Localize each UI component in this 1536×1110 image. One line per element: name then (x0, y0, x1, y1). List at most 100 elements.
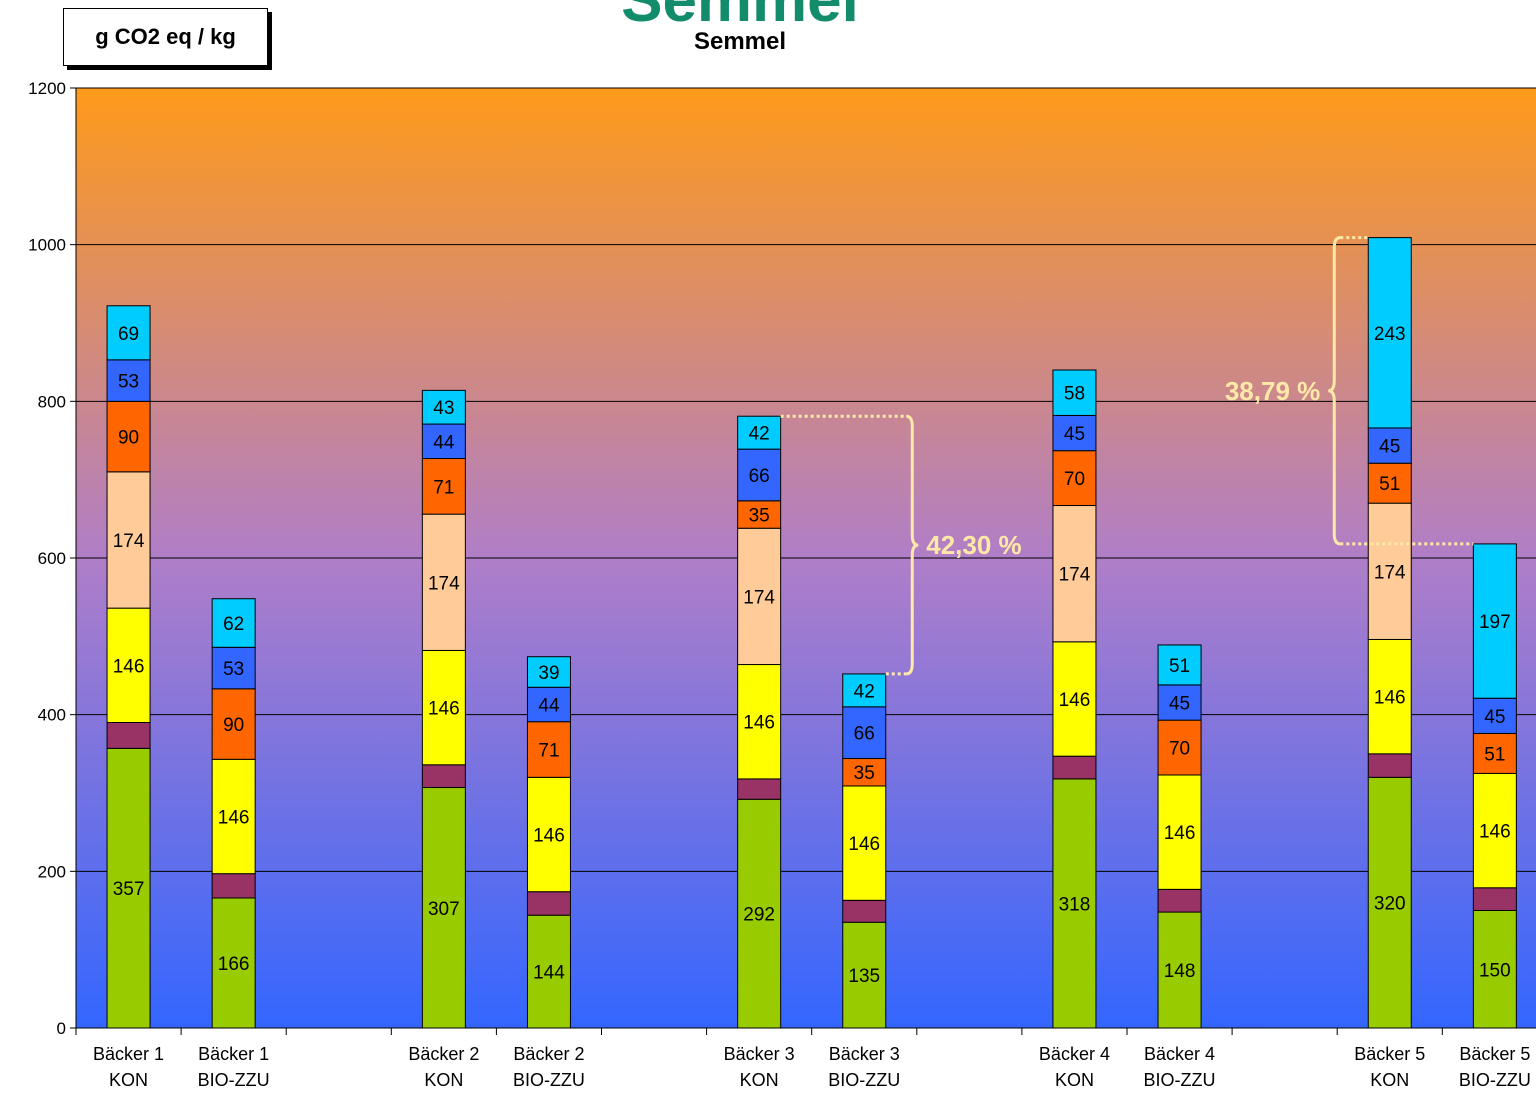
bar-segment (1052, 505, 1097, 643)
bar-segment (1157, 684, 1202, 721)
bar-value-label: 45 (1169, 694, 1190, 715)
bar-segment (1367, 776, 1412, 1029)
bar-segment (842, 899, 887, 923)
y-tick-label: 200 (38, 862, 66, 881)
y-tick-label: 800 (38, 392, 66, 411)
bar-segment (211, 873, 256, 899)
bar-value-label: 146 (533, 826, 565, 847)
bar-segment (737, 778, 782, 800)
bar-value-label: 53 (223, 659, 244, 680)
bar-value-label: 45 (1064, 424, 1085, 445)
x-tick-label: Bäcker 2 BIO-ZZU (513, 1044, 585, 1090)
bar-value-label: 69 (118, 324, 139, 345)
bar-value-label: 174 (428, 573, 460, 594)
bar-segment (1367, 237, 1412, 429)
annotation-label: 42,30 % (926, 530, 1021, 560)
bar-segment (1052, 755, 1097, 780)
bar-segment (211, 758, 256, 875)
bar-value-label: 292 (743, 905, 775, 926)
x-tick-label: Bäcker 4 BIO-ZZU (1144, 1044, 1216, 1090)
bar-value-label: 45 (1379, 437, 1400, 458)
bar-value-label: 357 (113, 879, 145, 900)
bar-segment (737, 664, 782, 780)
bar-segment (106, 722, 151, 749)
bar-segment (737, 448, 782, 502)
bar-value-label: 146 (1479, 822, 1511, 843)
bar-segment (1472, 543, 1517, 699)
bar-segment (1052, 450, 1097, 507)
bar-segment (842, 673, 887, 708)
bar-value-label: 307 (428, 899, 460, 920)
chart-title: Semmel (693, 28, 787, 55)
bar-value-label: 146 (113, 656, 145, 677)
x-tick-label: Bäcker 4 KON (1039, 1044, 1110, 1090)
bar-value-label: 146 (848, 834, 880, 855)
y-tick-label: 1200 (28, 79, 66, 98)
bar-segment (1367, 638, 1412, 755)
bar-value-label: 146 (743, 713, 775, 734)
bar-segment (106, 607, 151, 724)
bar-segment (842, 758, 887, 787)
bar-value-label: 51 (1379, 474, 1400, 495)
bar-value-label: 66 (854, 724, 875, 745)
bar-value-label: 53 (118, 372, 139, 393)
bar-value-label: 150 (1479, 960, 1511, 981)
y-tick-label: 0 (57, 1019, 66, 1038)
bar-value-label: 146 (1059, 690, 1091, 711)
chart-main-title-partial: Semmel (621, 0, 859, 35)
bar-segment (106, 471, 151, 609)
bar-segment (211, 646, 256, 690)
bar-value-label: 174 (1059, 565, 1091, 586)
bar-segment (106, 400, 151, 473)
bar-segment (526, 686, 571, 723)
bar-segment (1157, 911, 1202, 1029)
bar-segment (211, 688, 256, 760)
y-tick-label: 1000 (28, 236, 66, 255)
bar-value-label: 146 (428, 699, 460, 720)
bar-segment (526, 891, 571, 916)
bar-segment (421, 458, 466, 515)
bar-segment (1472, 910, 1517, 1029)
bar-segment (526, 914, 571, 1029)
bar-segment (211, 897, 256, 1029)
bar-value-label: 166 (218, 954, 250, 975)
bar-segment (106, 305, 151, 361)
bar-segment (526, 776, 571, 893)
bar-value-label: 51 (1484, 744, 1505, 765)
bar-segment (106, 747, 151, 1029)
bar-segment (1157, 644, 1202, 686)
bar-segment (1472, 732, 1517, 774)
bar-value-label: 39 (538, 663, 559, 684)
bar-segment (211, 598, 256, 648)
bar-value-label: 70 (1064, 469, 1085, 490)
bar-value-label: 90 (118, 428, 139, 449)
x-tick-label: Bäcker 5 KON (1354, 1044, 1425, 1090)
y-axis-label: g CO2 eq / kg (63, 8, 268, 66)
x-tick-label: Bäcker 2 KON (408, 1044, 479, 1090)
bar-value-label: 144 (533, 963, 565, 984)
bar-value-label: 71 (433, 477, 454, 498)
bar-value-label: 42 (854, 681, 875, 702)
bar-value-label: 243 (1374, 324, 1406, 345)
bar-segment (1367, 502, 1412, 640)
bar-value-label: 44 (433, 432, 455, 453)
bar-value-label: 174 (113, 531, 145, 552)
bar-value-label: 58 (1064, 384, 1085, 405)
bar-value-label: 43 (433, 398, 454, 419)
bar-segment (1367, 462, 1412, 504)
bar-value-label: 44 (538, 695, 560, 716)
bar-segment (737, 415, 782, 450)
bar-segment (421, 389, 466, 425)
bar-segment (1367, 427, 1412, 464)
bar-value-label: 197 (1479, 612, 1511, 633)
x-tick-label: Bäcker 1 BIO-ZZU (198, 1044, 270, 1090)
annotation-label: 38,79 % (1225, 376, 1320, 406)
x-tick-label: Bäcker 3 KON (724, 1044, 795, 1090)
bar-segment (842, 785, 887, 901)
annotation-brace (1328, 236, 1341, 546)
bar-value-label: 174 (1374, 562, 1406, 583)
bar-value-label: 174 (743, 587, 775, 608)
bar-segment (737, 527, 782, 666)
bar-value-label: 71 (538, 741, 559, 762)
bar-value-label: 45 (1484, 707, 1505, 728)
